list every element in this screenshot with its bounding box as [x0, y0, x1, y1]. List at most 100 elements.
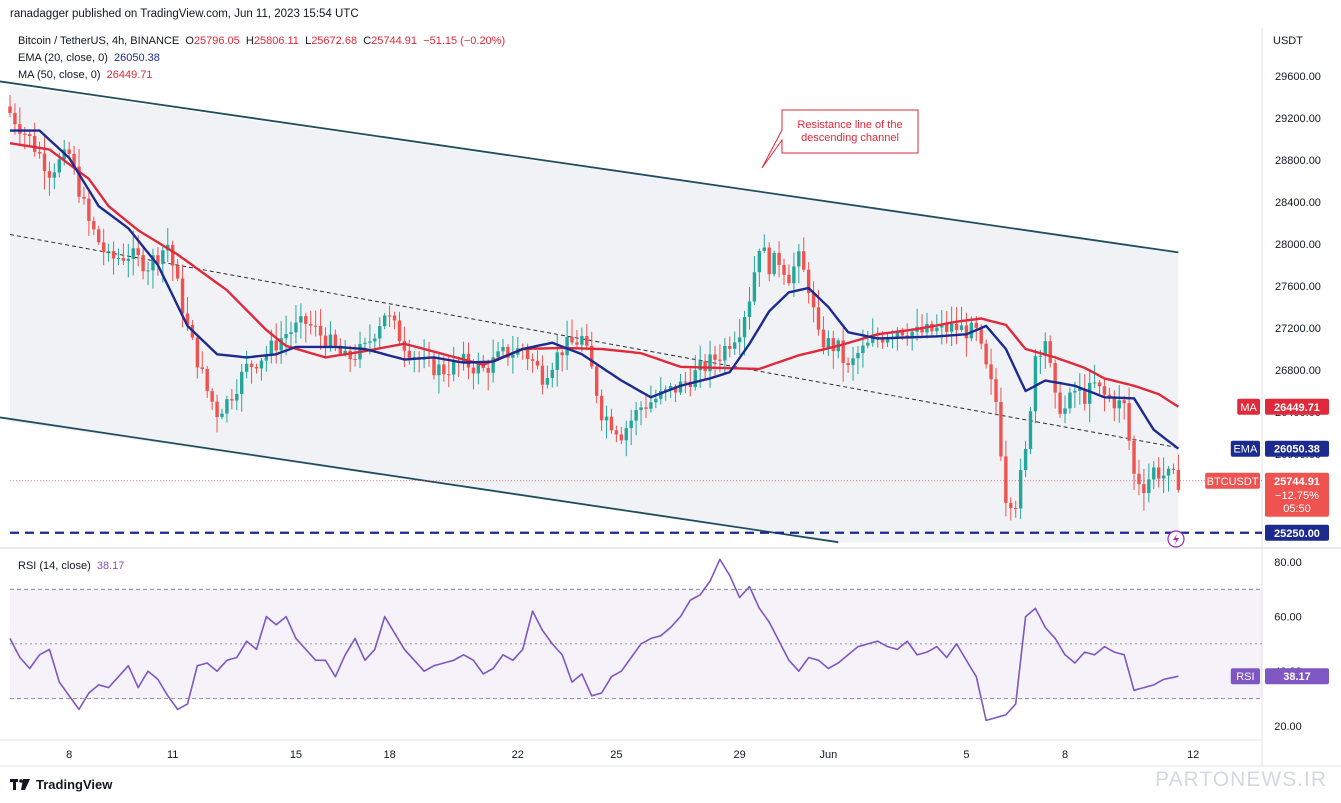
candle-body: [683, 381, 688, 383]
candle-body: [728, 345, 732, 349]
candle-body: [37, 151, 42, 154]
candle-body: [619, 434, 624, 441]
annotation-line-1: Resistance line of the: [797, 119, 902, 131]
candle-body: [1156, 467, 1161, 479]
candle-body: [486, 367, 490, 373]
candle-body: [821, 329, 826, 348]
price-tick-label: 28400.00: [1275, 197, 1321, 209]
candle-body: [180, 278, 185, 314]
ma-legend[interactable]: MA (50, close, 0) 26449.71: [18, 69, 153, 81]
ema-legend-label: EMA (20, close, 0): [18, 52, 108, 64]
ema-tag-value: 26050.38: [1274, 444, 1320, 456]
ma-legend-label: MA (50, close, 0): [18, 69, 101, 81]
candle-body: [787, 274, 791, 284]
candle-body: [92, 221, 96, 230]
candle-body: [782, 264, 786, 275]
candle-body: [101, 242, 106, 253]
candle-body: [910, 331, 914, 339]
candle-body: [323, 335, 328, 347]
candle-body: [1038, 355, 1043, 357]
candle-body: [1147, 479, 1151, 494]
candle-body: [959, 325, 964, 330]
candle-body: [550, 369, 554, 379]
channel-area: [10, 85, 1179, 543]
candle-body: [624, 428, 628, 441]
ema-tag-label-bg: [1230, 440, 1260, 457]
rsi-tag-label: RSI: [1236, 671, 1254, 683]
candle-body: [1176, 469, 1181, 490]
candle-body: [1137, 473, 1141, 485]
rsi-legend[interactable]: RSI (14, close) 38.17: [18, 560, 124, 572]
candle-body: [269, 340, 273, 355]
candle-body: [442, 364, 446, 375]
candle-body: [348, 350, 352, 359]
candle-body: [42, 153, 47, 172]
candle-body: [235, 393, 239, 401]
candle-body: [644, 407, 648, 409]
candle-body: [259, 360, 264, 369]
candle-body: [580, 336, 584, 345]
candle-body: [555, 352, 559, 370]
candle-body: [1073, 390, 1077, 393]
candle-body: [1009, 502, 1013, 509]
time-tick-label: 5: [963, 749, 969, 761]
time-tick-label: 8: [1062, 749, 1068, 761]
candle-body: [32, 136, 37, 152]
candle-body: [382, 315, 387, 327]
candle-body: [900, 331, 905, 336]
candle-body: [121, 258, 126, 261]
candle-body: [294, 322, 298, 333]
candle-body: [1102, 386, 1107, 395]
candle-body: [846, 363, 850, 366]
candle-body: [106, 251, 111, 253]
tradingview-logo[interactable]: TradingView: [10, 777, 112, 792]
alert-lightning-icon[interactable]: [1167, 530, 1185, 548]
candle-body: [1063, 408, 1067, 414]
candle-body: [225, 399, 229, 414]
price-tick-label: 28800.00: [1275, 155, 1321, 167]
time-axis[interactable]: 8 11 15 18 22 25 29 Jun 5 8 12: [66, 749, 1199, 761]
candle-body: [1092, 382, 1097, 384]
candle-body: [1171, 468, 1176, 470]
candle-body: [141, 255, 145, 272]
candle-body: [77, 166, 81, 197]
candle-body: [1097, 382, 1102, 387]
candle-body: [634, 410, 638, 421]
price-axis[interactable]: USDT 29600.00 29200.00 28800.00 28400.00 2800…: [1273, 35, 1321, 503]
candle-body: [249, 363, 254, 367]
candle-body: [506, 346, 510, 358]
candle-body: [378, 326, 382, 339]
publisher-line: ranadagger published on TradingView.com,…: [10, 8, 359, 20]
candle-body: [279, 338, 283, 351]
last-price-tag-label-bg: [1205, 472, 1260, 489]
candle-body: [1107, 394, 1112, 398]
candle-body: [964, 325, 969, 339]
candle-body: [240, 371, 244, 394]
symbol-legend[interactable]: Bitcoin / TetherUS, 4h, BINANCE O25796.0…: [18, 35, 505, 47]
rsi-legend-label: RSI (14, close): [18, 560, 91, 572]
candle-body: [318, 325, 323, 336]
candle-body: [737, 337, 742, 343]
open-label: O: [185, 35, 194, 47]
resistance-annotation[interactable]: Resistance line of the descending channe…: [761, 109, 919, 169]
price-tick-label: 29200.00: [1275, 113, 1321, 125]
candle-body: [13, 112, 17, 125]
candle-body: [861, 345, 865, 354]
candle-body: [599, 395, 604, 421]
rsi-tag-value-bg: [1265, 668, 1329, 685]
last-price-tag-value: 25744.91: [1274, 476, 1320, 488]
candle-body: [673, 386, 678, 393]
candle-body: [841, 340, 845, 364]
candle-body: [703, 361, 707, 372]
candle-body: [733, 342, 737, 349]
candle-body: [1152, 467, 1156, 480]
candle-body: [170, 244, 175, 266]
candle-body: [1122, 400, 1126, 404]
ema-legend[interactable]: EMA (20, close, 0) 26050.38: [18, 52, 160, 64]
high-label: H: [245, 35, 254, 47]
time-tick-label: 11: [167, 749, 178, 761]
candle-body: [1028, 411, 1033, 450]
candle-body: [885, 338, 890, 343]
